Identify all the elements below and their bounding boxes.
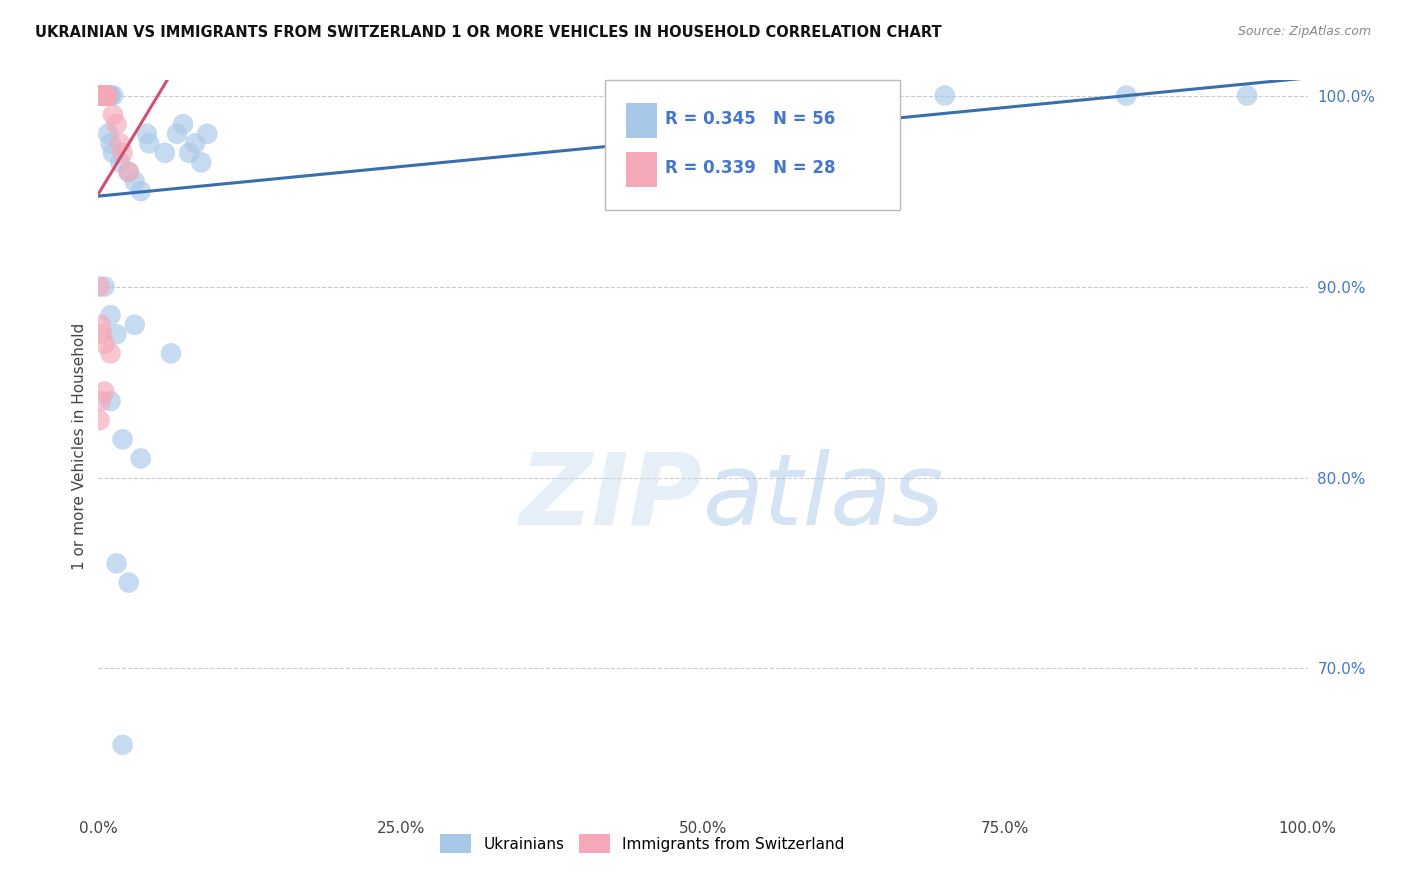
Point bbox=[91, 88, 114, 103]
Text: Source: ZipAtlas.com: Source: ZipAtlas.com bbox=[1237, 25, 1371, 38]
Point bbox=[90, 88, 112, 103]
Point bbox=[96, 88, 118, 103]
Point bbox=[135, 127, 157, 141]
Point bbox=[93, 88, 115, 103]
Point bbox=[108, 155, 131, 169]
Point bbox=[91, 327, 114, 342]
Point bbox=[184, 136, 207, 151]
Point bbox=[93, 384, 115, 399]
Point bbox=[166, 127, 188, 141]
Point bbox=[90, 88, 112, 103]
Point bbox=[94, 88, 117, 103]
Point bbox=[111, 738, 134, 752]
Y-axis label: 1 or more Vehicles in Household: 1 or more Vehicles in Household bbox=[72, 322, 87, 570]
Legend: Ukrainians, Immigrants from Switzerland: Ukrainians, Immigrants from Switzerland bbox=[434, 828, 851, 859]
Point bbox=[97, 127, 120, 141]
Point bbox=[1236, 88, 1258, 103]
Point bbox=[91, 88, 114, 103]
Point bbox=[179, 145, 201, 160]
Text: R = 0.345   N = 56: R = 0.345 N = 56 bbox=[665, 110, 835, 128]
Point bbox=[90, 88, 112, 103]
Point bbox=[89, 413, 111, 427]
Point bbox=[195, 127, 218, 141]
Point bbox=[90, 88, 112, 103]
Point bbox=[90, 88, 112, 103]
Point bbox=[89, 88, 111, 103]
Point bbox=[1115, 88, 1137, 103]
Point bbox=[111, 145, 134, 160]
Point bbox=[172, 117, 194, 131]
Point bbox=[118, 165, 141, 179]
Point bbox=[752, 88, 775, 103]
Point bbox=[129, 184, 152, 198]
Point bbox=[89, 88, 111, 103]
Point bbox=[89, 279, 111, 293]
Text: atlas: atlas bbox=[703, 449, 945, 546]
Point bbox=[100, 308, 122, 322]
Text: UKRAINIAN VS IMMIGRANTS FROM SWITZERLAND 1 OR MORE VEHICLES IN HOUSEHOLD CORRELA: UKRAINIAN VS IMMIGRANTS FROM SWITZERLAND… bbox=[35, 25, 942, 40]
Point bbox=[96, 88, 118, 103]
Point bbox=[89, 88, 111, 103]
Point bbox=[118, 575, 141, 590]
Point bbox=[90, 88, 112, 103]
Point bbox=[90, 88, 112, 103]
Point bbox=[98, 88, 121, 103]
Point bbox=[98, 88, 121, 103]
Point bbox=[97, 88, 120, 103]
Point bbox=[90, 88, 112, 103]
Text: ZIP: ZIP bbox=[520, 449, 703, 546]
Point bbox=[105, 117, 128, 131]
Point bbox=[111, 433, 134, 447]
Point bbox=[90, 88, 112, 103]
Point bbox=[101, 108, 124, 122]
Point bbox=[138, 136, 160, 151]
Point bbox=[89, 88, 111, 103]
Point bbox=[153, 145, 176, 160]
Point bbox=[105, 327, 128, 342]
Point bbox=[89, 88, 111, 103]
Point bbox=[91, 88, 114, 103]
Point bbox=[129, 451, 152, 466]
Point bbox=[89, 88, 111, 103]
Point bbox=[98, 88, 121, 103]
Point bbox=[89, 88, 111, 103]
Point bbox=[118, 165, 141, 179]
Point bbox=[93, 88, 115, 103]
Point bbox=[100, 346, 122, 360]
Point bbox=[108, 136, 131, 151]
Point bbox=[100, 394, 122, 409]
Point bbox=[93, 336, 115, 351]
Point bbox=[934, 88, 956, 103]
Point bbox=[190, 155, 212, 169]
Point bbox=[100, 136, 122, 151]
Point bbox=[93, 279, 115, 293]
Point bbox=[160, 346, 183, 360]
Point bbox=[101, 145, 124, 160]
Point bbox=[94, 88, 117, 103]
Point bbox=[94, 88, 117, 103]
Point bbox=[89, 88, 111, 103]
Point bbox=[101, 88, 124, 103]
Point bbox=[90, 88, 112, 103]
Point bbox=[124, 318, 146, 332]
Point bbox=[90, 318, 112, 332]
Point bbox=[105, 557, 128, 571]
Text: R = 0.339   N = 28: R = 0.339 N = 28 bbox=[665, 159, 835, 177]
Point bbox=[94, 88, 117, 103]
Point bbox=[124, 174, 146, 188]
Point bbox=[90, 394, 112, 409]
